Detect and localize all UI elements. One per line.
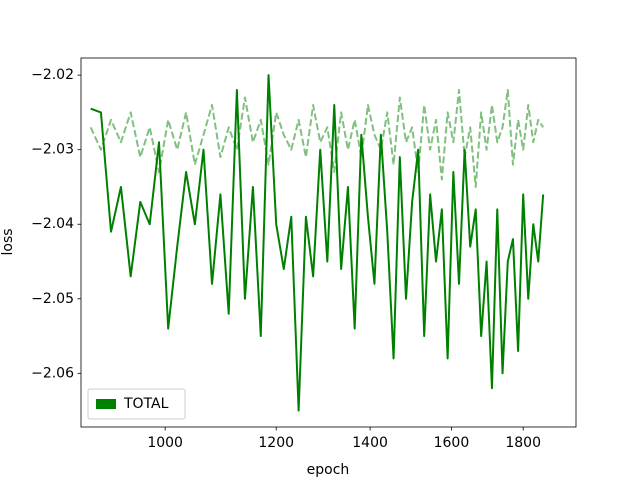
y-tick-label: −2.02 bbox=[31, 67, 74, 83]
y-tick-label: −2.03 bbox=[31, 142, 74, 158]
line-series bbox=[90, 74, 545, 412]
y-tick-label: −2.04 bbox=[31, 216, 74, 232]
x-tick-label: 1400 bbox=[352, 435, 388, 451]
legend-swatch bbox=[96, 399, 116, 409]
x-tick-label: 1600 bbox=[434, 435, 470, 451]
legend-label: TOTAL bbox=[123, 396, 169, 412]
plot-frame bbox=[80, 57, 577, 428]
x-axis-label: epoch bbox=[307, 462, 350, 478]
line-series bbox=[89, 89, 545, 188]
y-tick-label: −2.06 bbox=[31, 365, 74, 381]
y-axis-label: loss bbox=[0, 228, 16, 255]
x-tick-label: 1200 bbox=[258, 435, 294, 451]
y-tick-label: −2.05 bbox=[31, 291, 74, 307]
x-tick-label: 1800 bbox=[505, 435, 541, 451]
x-tick-label: 1000 bbox=[147, 435, 183, 451]
legend-box bbox=[87, 388, 186, 420]
